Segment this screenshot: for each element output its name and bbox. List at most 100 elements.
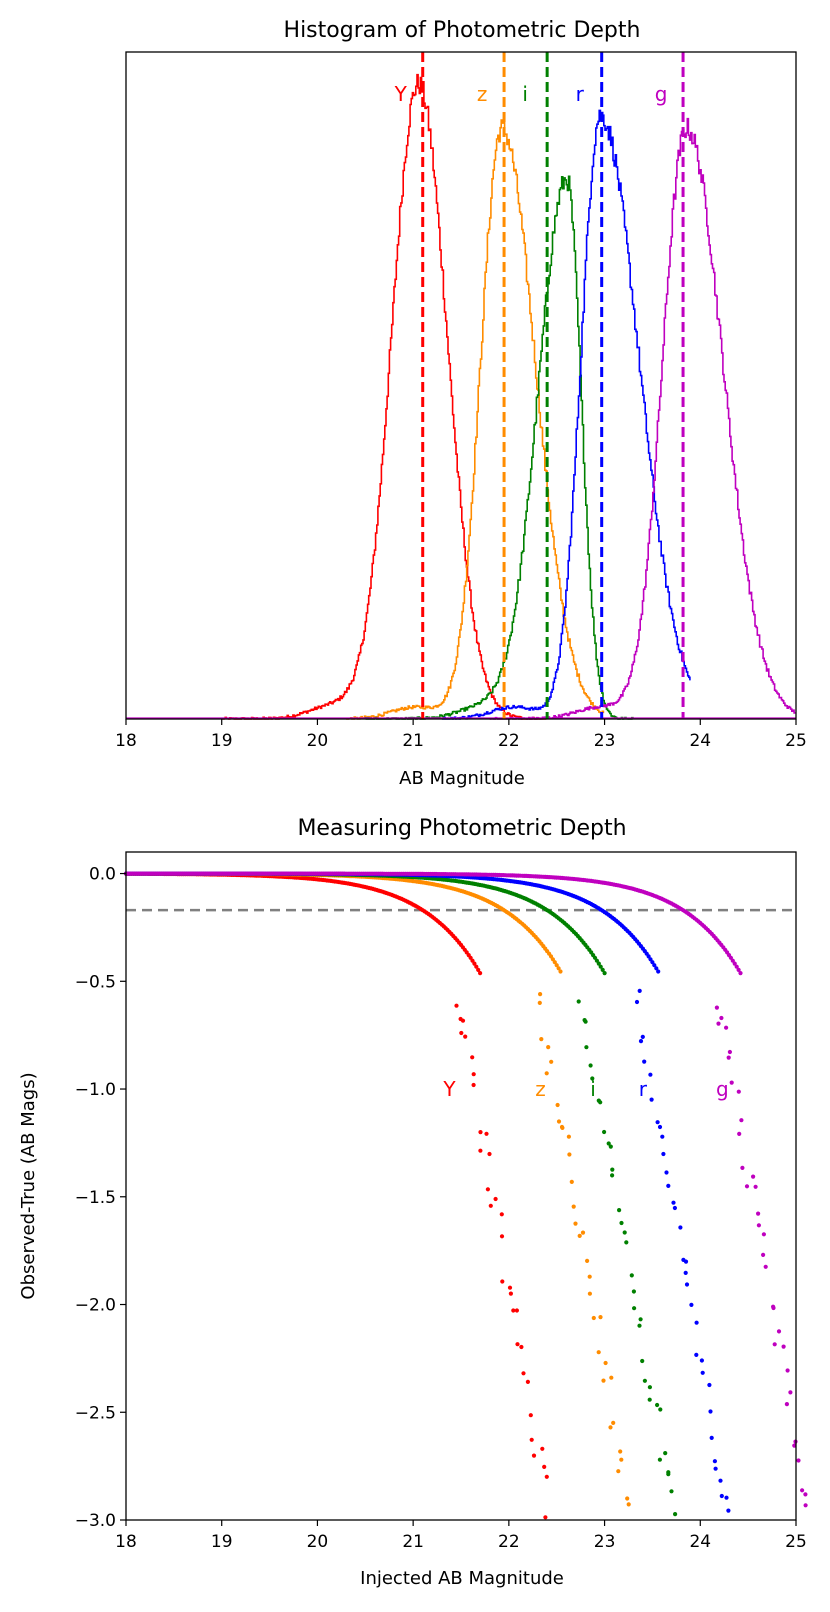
scatter-point-z — [625, 1496, 630, 1501]
scatter-point-z — [577, 1233, 582, 1238]
scatter-point-Y — [471, 1072, 476, 1077]
scatter-point-Y — [478, 971, 483, 976]
scatter-point-i — [590, 1076, 595, 1081]
scatter-y-label: Observed-True (AB Mags) — [18, 1072, 39, 1299]
scatter-point-r — [661, 1151, 666, 1157]
scatter-xtick-label: 19 — [211, 1532, 233, 1552]
histogram-depth-lines — [421, 52, 685, 719]
scatter-label-g: g — [716, 1077, 729, 1101]
scatter-point-Y — [472, 961, 477, 966]
scatter-point-Y — [508, 1291, 513, 1296]
scatter-xtick-label: 21 — [402, 1532, 424, 1552]
scatter-point-r — [634, 999, 640, 1005]
scatter-point-i — [622, 1230, 627, 1235]
histogram-xtick-label: 24 — [689, 731, 711, 751]
scatter-point-r — [683, 1270, 688, 1275]
scatter-point-g — [739, 1118, 744, 1123]
scatter-point-r — [684, 1282, 690, 1287]
scatter-point-r — [655, 1120, 660, 1125]
histogram-series-z — [346, 119, 605, 720]
scatter-point-g — [788, 1390, 793, 1395]
scatter-point-r — [640, 1034, 645, 1039]
scatter-point-g — [776, 1329, 782, 1334]
scatter-point-g — [751, 1174, 756, 1179]
scatter-ytick-label: −3.0 — [75, 1511, 116, 1531]
scatter-point-g — [763, 1264, 768, 1269]
scatter-point-g — [736, 967, 741, 973]
scatter-point-i — [610, 1173, 615, 1178]
scatter-xtick-label: 25 — [785, 1532, 807, 1552]
scatter-label-r: r — [639, 1077, 648, 1101]
scatter-point-Y — [471, 1082, 476, 1088]
scatter-point-Y — [515, 1342, 520, 1347]
scatter-point-z — [552, 960, 557, 965]
scatter-y-ticks: 0.0 −0.5 −1.0 −1.5 −2.0 −2.5 −3.0 — [75, 865, 126, 1531]
histogram-label-Y: Y — [394, 82, 408, 106]
histogram-x-ticks: 18 19 20 21 22 23 24 25 — [115, 719, 807, 751]
scatter-x-ticks: 18 19 20 21 22 23 24 25 — [115, 1520, 807, 1552]
scatter-point-Y — [463, 1034, 468, 1039]
scatter-point-g — [772, 1342, 777, 1347]
scatter-point-r — [660, 1134, 665, 1139]
scatter-point-Y — [476, 967, 481, 973]
scatter-point-z — [573, 1221, 578, 1226]
scatter-point-i — [602, 971, 607, 976]
scatter-point-i — [606, 1141, 611, 1146]
histogram-xtick-label: 21 — [402, 731, 424, 751]
scatter-point-r — [708, 1409, 713, 1414]
scatter-point-z — [587, 1291, 593, 1296]
histogram-title: Histogram of Photometric Depth — [284, 18, 641, 43]
scatter-point-Y — [478, 1148, 483, 1153]
scatter-point-Y — [540, 1446, 545, 1451]
scatter-point-i — [673, 1512, 678, 1517]
scatter-point-z — [556, 1119, 562, 1124]
scatter-point-Y — [521, 1371, 526, 1376]
scatter-point-z — [609, 1375, 614, 1380]
scatter-point-Y — [487, 1151, 492, 1157]
scatter-point-r — [699, 1358, 705, 1363]
scatter-point-r — [648, 1072, 653, 1077]
scatter-point-r — [718, 1478, 723, 1483]
scatter-point-Y — [493, 1196, 498, 1202]
scatter-point-g — [724, 1025, 729, 1030]
scatter-point-i — [598, 964, 603, 969]
scatter-point-z — [585, 1258, 590, 1263]
histogram-series-r — [441, 109, 691, 720]
scatter-point-Y — [470, 1055, 475, 1060]
scatter-point-g — [727, 1049, 733, 1055]
scatter-point-r — [678, 1225, 683, 1230]
scatter-points-group — [123, 871, 808, 1520]
scatter-point-g — [803, 1503, 808, 1508]
scatter-point-Y — [484, 1131, 489, 1136]
scatter-point-i — [631, 1289, 637, 1294]
scatter-xtick-label: 20 — [307, 1532, 329, 1552]
scatter-point-r — [694, 1352, 699, 1357]
scatter-point-Y — [500, 1279, 505, 1284]
scatter-point-i — [608, 1144, 613, 1149]
scatter-point-g — [732, 961, 737, 966]
scatter-point-r — [709, 1435, 714, 1440]
scatter-label-Y: Y — [442, 1077, 456, 1101]
scatter-point-g — [785, 1368, 790, 1373]
scatter-point-Y — [460, 1018, 466, 1023]
scatter-title: Measuring Photometric Depth — [297, 816, 626, 841]
scatter-xtick-label: 22 — [498, 1532, 520, 1552]
scatter-point-g — [737, 1131, 742, 1136]
scatter-x-label: Injected AB Magnitude — [360, 1568, 564, 1589]
scatter-point-i — [655, 1402, 660, 1408]
scatter-point-g — [736, 1089, 741, 1094]
scatter-point-Y — [507, 1285, 513, 1290]
histogram-label-z: z — [477, 82, 488, 106]
scatter-point-g — [784, 1402, 790, 1407]
scatter-point-i — [624, 1240, 629, 1245]
scatter-point-r — [694, 1320, 699, 1325]
histogram-xtick-label: 23 — [594, 731, 616, 751]
scatter-point-z — [591, 1315, 596, 1321]
scatter-point-i — [638, 1317, 643, 1322]
scatter-point-g — [756, 1211, 761, 1216]
scatter-point-z — [618, 1449, 623, 1454]
scatter-point-g — [738, 971, 743, 976]
histogram-label-i: i — [522, 82, 528, 106]
